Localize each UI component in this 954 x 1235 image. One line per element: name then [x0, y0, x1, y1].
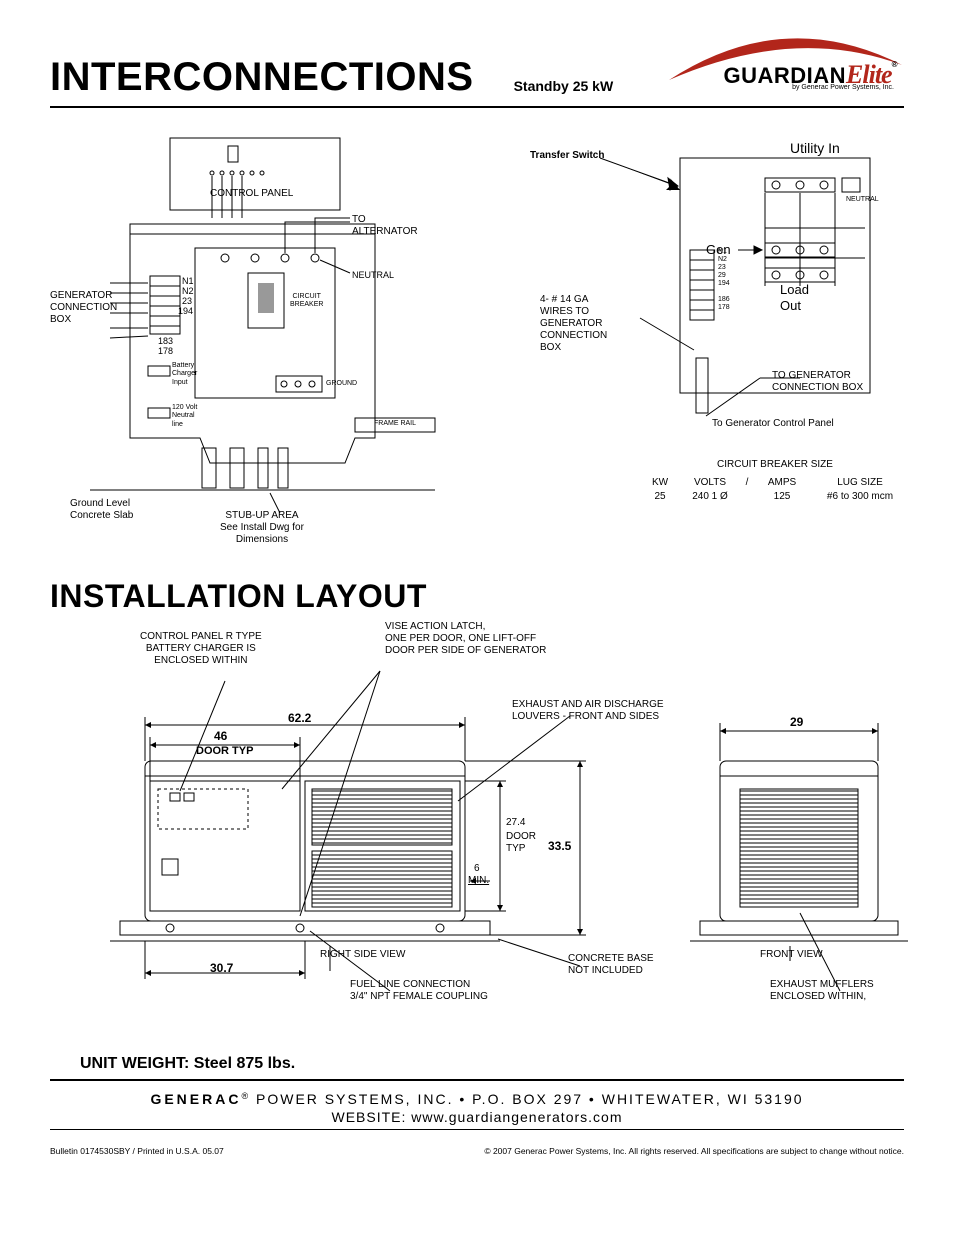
wire-194: 194 — [178, 306, 193, 317]
label-gen-conn-box: GENERATOR CONNECTION BOX — [50, 290, 117, 326]
h-kw: KW — [640, 476, 680, 490]
bulletin: Bulletin 0174530SBY / Printed in U.S.A. … — [50, 1146, 224, 1156]
h-amps: AMPS — [754, 476, 810, 490]
dim-62-2: 62.2 — [288, 711, 311, 725]
footer-website-label: WEBSITE: — [331, 1109, 411, 1125]
header-rule — [50, 106, 904, 108]
footer-company: POWER SYSTEMS, INC. • P.O. BOX 297 • WHI… — [250, 1091, 803, 1107]
interconnections-diagram: CONTROL PANEL TO ALTERNATOR NEUTRAL GENE… — [50, 118, 904, 558]
dim-6: 6 — [474, 863, 480, 875]
header: INTERCONNECTIONS Standby 25 kW GUARDIANE… — [50, 40, 904, 100]
wire-178: 178 — [158, 346, 173, 357]
label-wires-to: 4- # 14 GA WIRES TO GENERATOR CONNECTION… — [540, 294, 607, 354]
v-volts: 240 1 Ø — [680, 490, 740, 504]
label-to-gen-conn: TO GENERATOR CONNECTION BOX — [772, 370, 863, 394]
breaker-table: CIRCUIT BREAKER SIZE KW VOLTS / AMPS LUG… — [640, 458, 910, 504]
logo: GUARDIANElite® by Generac Power Systems,… — [664, 40, 904, 100]
dim-door-typ: DOOR TYP — [196, 745, 253, 758]
label-neutral: NEUTRAL — [352, 270, 394, 281]
copyright: © 2007 Generac Power Systems, Inc. All r… — [484, 1146, 904, 1156]
label-load-out: Load Out — [780, 282, 809, 313]
label-to-alternator: TO ALTERNATOR — [352, 214, 418, 238]
note-vise: VISE ACTION LATCH, ONE PER DOOR, ONE LIF… — [385, 621, 546, 657]
label-battery: Battery Charger Input — [172, 362, 197, 387]
footer-brand: GENERAC — [150, 1091, 241, 1107]
footer-company-line: GENERAC® POWER SYSTEMS, INC. • P.O. BOX … — [50, 1091, 904, 1107]
page-title: INTERCONNECTIONS — [50, 55, 474, 100]
label-mufflers: EXHAUST MUFFLERS ENCLOSED WITHIN, — [770, 979, 874, 1003]
label-to-ctrl-panel: To Generator Control Panel — [712, 418, 834, 430]
label-circuit-breaker: CIRCUIT BREAKER — [290, 293, 323, 310]
footer-reg: ® — [241, 1091, 250, 1101]
logo-reg: ® — [892, 60, 898, 69]
dim-min: MIN. — [468, 875, 489, 887]
dim-door-typ2: DOOR TYP — [506, 831, 536, 855]
v-lug: #6 to 300 mcm — [810, 490, 910, 504]
install-diagram: CONTROL PANEL R TYPE BATTERY CHARGER IS … — [50, 621, 904, 1051]
footer: GENERAC® POWER SYSTEMS, INC. • P.O. BOX … — [50, 1091, 904, 1125]
h-volts: VOLTS — [680, 476, 740, 490]
dim-27-4: 27.4 — [506, 817, 525, 829]
label-front-view: FRONT VIEW — [760, 949, 823, 961]
ts-178: 178 — [718, 304, 730, 312]
unit-weight: UNIT WEIGHT: Steel 875 lbs. — [80, 1055, 904, 1073]
footer-website-line: WEBSITE: www.guardiangenerators.com — [50, 1109, 904, 1125]
note-ctrl-panel: CONTROL PANEL R TYPE BATTERY CHARGER IS … — [140, 631, 262, 667]
label-120v: 120 Volt Neutral line — [172, 404, 197, 429]
label-fuel-line: FUEL LINE CONNECTION 3/4" NPT FEMALE COU… — [350, 979, 488, 1003]
v-kw: 25 — [640, 490, 680, 504]
label-concrete: CONCRETE BASE NOT INCLUDED — [568, 953, 654, 977]
breaker-title: CIRCUIT BREAKER SIZE — [640, 458, 910, 472]
label-transfer-switch: Transfer Switch — [530, 150, 604, 162]
subtitle: Standby 25 kW — [514, 78, 614, 94]
note-exhaust: EXHAUST AND AIR DISCHARGE LOUVERS - FRON… — [512, 699, 664, 723]
label-ground: GROUND — [326, 380, 357, 388]
label-utility-in: Utility In — [790, 140, 840, 157]
logo-byline: by Generac Power Systems, Inc. — [792, 84, 894, 91]
dim-30-7: 30.7 — [210, 961, 233, 975]
label-right-side: RIGHT SIDE VIEW — [320, 949, 405, 961]
footer-top-rule — [50, 1079, 904, 1081]
footer-website: www.guardiangenerators.com — [411, 1109, 622, 1125]
v-amps: 125 — [754, 490, 810, 504]
label-ground-level: Ground Level Concrete Slab — [70, 498, 133, 522]
bottom-row: Bulletin 0174530SBY / Printed in U.S.A. … — [50, 1146, 904, 1156]
label-control-panel: CONTROL PANEL — [210, 188, 293, 200]
h-lug: LUG SIZE — [810, 476, 910, 490]
footer-bottom-rule — [50, 1129, 904, 1130]
ts-194: 194 — [718, 280, 730, 288]
install-heading: INSTALLATION LAYOUT — [50, 578, 904, 615]
label-frame-rail: FRAME RAIL — [374, 420, 416, 428]
dim-46: 46 — [214, 729, 227, 743]
dim-29: 29 — [790, 715, 803, 729]
label-stub-up: STUB-UP AREA See Install Dwg for Dimensi… — [220, 510, 304, 546]
h-sep: / — [740, 476, 754, 490]
label-neutral2: NEUTRAL — [846, 196, 879, 204]
dim-33-5: 33.5 — [548, 839, 571, 853]
